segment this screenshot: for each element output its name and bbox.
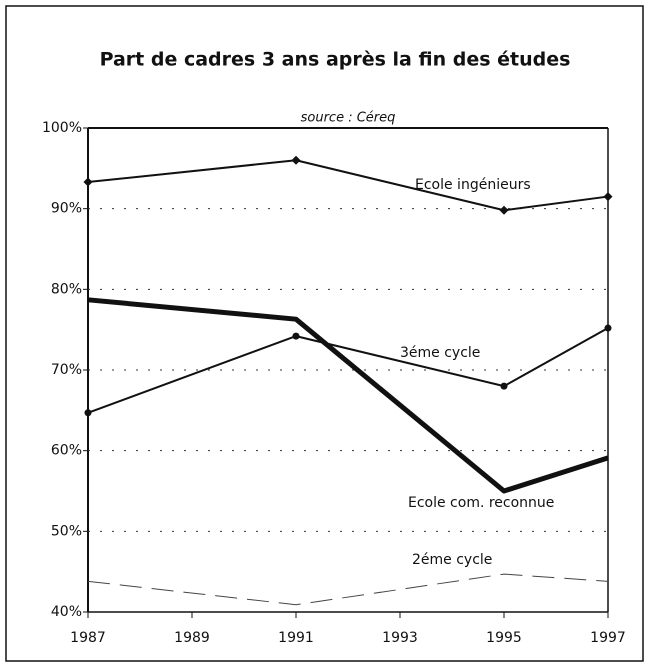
series-label: Ecole com. reconnue — [408, 495, 554, 511]
marker — [499, 205, 509, 215]
series-line — [87, 327, 609, 414]
series-line — [87, 573, 609, 606]
series-label: 3éme cycle — [400, 345, 480, 361]
series-label: 2éme cycle — [412, 552, 492, 568]
y-tick-label: 80% — [51, 281, 82, 297]
y-tick-label: 60% — [51, 443, 82, 459]
marker — [500, 382, 508, 390]
marker — [83, 177, 93, 187]
y-tick-label: 40% — [51, 604, 82, 620]
marker — [84, 409, 92, 417]
frame — [5, 5, 644, 662]
marker — [292, 332, 300, 340]
x-tick-label: 1991 — [278, 630, 314, 646]
source-note: source : Céreq — [301, 111, 396, 126]
series-label: Ecole ingénieurs — [415, 177, 531, 193]
x-tick-label: 1993 — [382, 630, 418, 646]
marker — [291, 155, 301, 165]
x-tick-label: 1989 — [174, 630, 210, 646]
series-line — [87, 297, 609, 494]
marker — [603, 192, 613, 202]
x-tick-label: 1987 — [70, 630, 106, 646]
series-line — [87, 159, 609, 212]
y-tick-label: 90% — [51, 201, 82, 217]
y-tick-label: 100% — [42, 120, 82, 136]
y-tick-label: 50% — [51, 523, 82, 539]
chart-title: Part de cadres 3 ans après la fin des ét… — [100, 49, 571, 71]
x-tick-label: 1995 — [486, 630, 522, 646]
y-tick-label: 70% — [51, 362, 82, 378]
marker — [604, 324, 612, 332]
x-tick-label: 1997 — [590, 630, 626, 646]
